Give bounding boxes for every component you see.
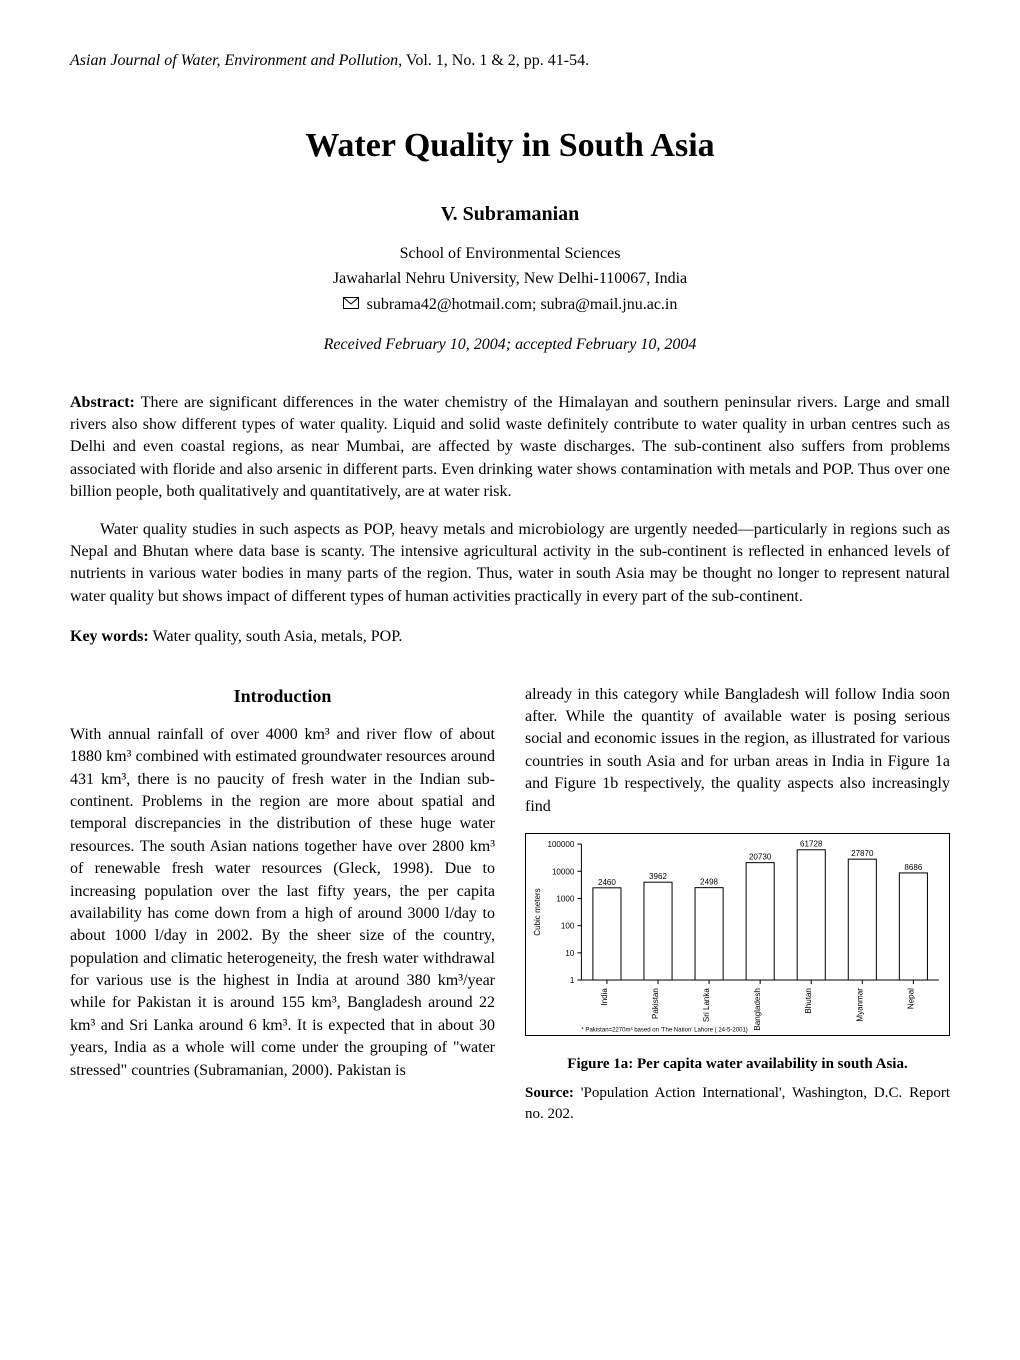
keywords-label: Key words: xyxy=(70,628,153,645)
paper-title: Water Quality in South Asia xyxy=(70,122,950,170)
svg-text:61728: 61728 xyxy=(800,840,823,849)
svg-text:20730: 20730 xyxy=(749,853,772,862)
svg-text:Cubic meters: Cubic meters xyxy=(533,888,542,935)
journal-header: Asian Journal of Water, Environment and … xyxy=(70,50,950,72)
figure-1a-caption: Figure 1a: Per capita water availability… xyxy=(525,1054,950,1075)
abstract-label: Abstract: xyxy=(70,394,141,411)
figure-1a-chart: 1 10 100 1000 10000 100000 Cubic meters 2460 Ind… xyxy=(525,833,950,1044)
source-text: 'Population Action International', Washi… xyxy=(525,1085,950,1122)
affiliation-1: School of Environmental Sciences xyxy=(70,243,950,265)
svg-text:10000: 10000 xyxy=(552,867,575,876)
svg-text:27870: 27870 xyxy=(851,849,874,858)
paper-dates: Received February 10, 2004; accepted Feb… xyxy=(70,334,950,356)
svg-text:Bhutan: Bhutan xyxy=(804,988,813,1014)
svg-text:Bangladesh: Bangladesh xyxy=(753,988,762,1031)
introduction-heading: Introduction xyxy=(70,684,495,709)
svg-text:100: 100 xyxy=(561,922,575,931)
left-column: Introduction With annual rainfall of ove… xyxy=(70,684,495,1125)
svg-text:2460: 2460 xyxy=(598,878,616,887)
svg-text:3962: 3962 xyxy=(649,872,667,881)
author-email: subrama42@hotmail.com; subra@mail.jnu.ac… xyxy=(70,294,950,317)
abstract-p1-text: There are significant differences in the… xyxy=(70,394,950,501)
author-name: V. Subramanian xyxy=(70,200,950,228)
svg-text:100000: 100000 xyxy=(547,840,574,849)
affiliation-2: Jawaharlal Nehru University, New Delhi-1… xyxy=(70,268,950,290)
svg-text:Myanmar: Myanmar xyxy=(855,988,864,1022)
email-text: subrama42@hotmail.com; subra@mail.jnu.ac… xyxy=(367,296,678,313)
svg-text:10: 10 xyxy=(565,949,574,958)
source-label: Source: xyxy=(525,1085,581,1101)
body-columns: Introduction With annual rainfall of ove… xyxy=(70,684,950,1125)
intro-right-text: already in this category while Banglades… xyxy=(525,684,950,818)
svg-text:8686: 8686 xyxy=(904,863,922,872)
envelope-icon xyxy=(343,294,359,316)
journal-vol: Vol. 1, No. 1 & 2, pp. 41-54. xyxy=(402,52,589,69)
right-column: already in this category while Banglades… xyxy=(525,684,950,1125)
keywords-text: Water quality, south Asia, metals, POP. xyxy=(153,628,403,645)
svg-text:Sri Lanka: Sri Lanka xyxy=(702,987,711,1022)
svg-text:India: India xyxy=(600,987,609,1005)
abstract-paragraph-1: Abstract: There are significant differen… xyxy=(70,392,950,504)
svg-text:Nepal: Nepal xyxy=(906,988,915,1009)
intro-left-text: With annual rainfall of over 4000 km³ an… xyxy=(70,724,495,1082)
keywords: Key words: Water quality, south Asia, me… xyxy=(70,626,950,648)
abstract-paragraph-2: Water quality studies in such aspects as… xyxy=(70,519,950,609)
journal-name: Asian Journal of Water, Environment and … xyxy=(70,52,402,69)
svg-text:2498: 2498 xyxy=(700,878,718,887)
figure-1a-source: Source: 'Population Action International… xyxy=(525,1083,950,1125)
svg-text:1: 1 xyxy=(570,976,575,985)
svg-text:* Pakistan=2270m³ based on 'Th: * Pakistan=2270m³ based on 'The Nation' … xyxy=(581,1027,747,1033)
svg-text:Pakistan: Pakistan xyxy=(651,988,660,1019)
chart-svg: 1 10 100 1000 10000 100000 Cubic meters 2460 Ind… xyxy=(525,833,950,1036)
svg-text:1000: 1000 xyxy=(556,894,574,903)
